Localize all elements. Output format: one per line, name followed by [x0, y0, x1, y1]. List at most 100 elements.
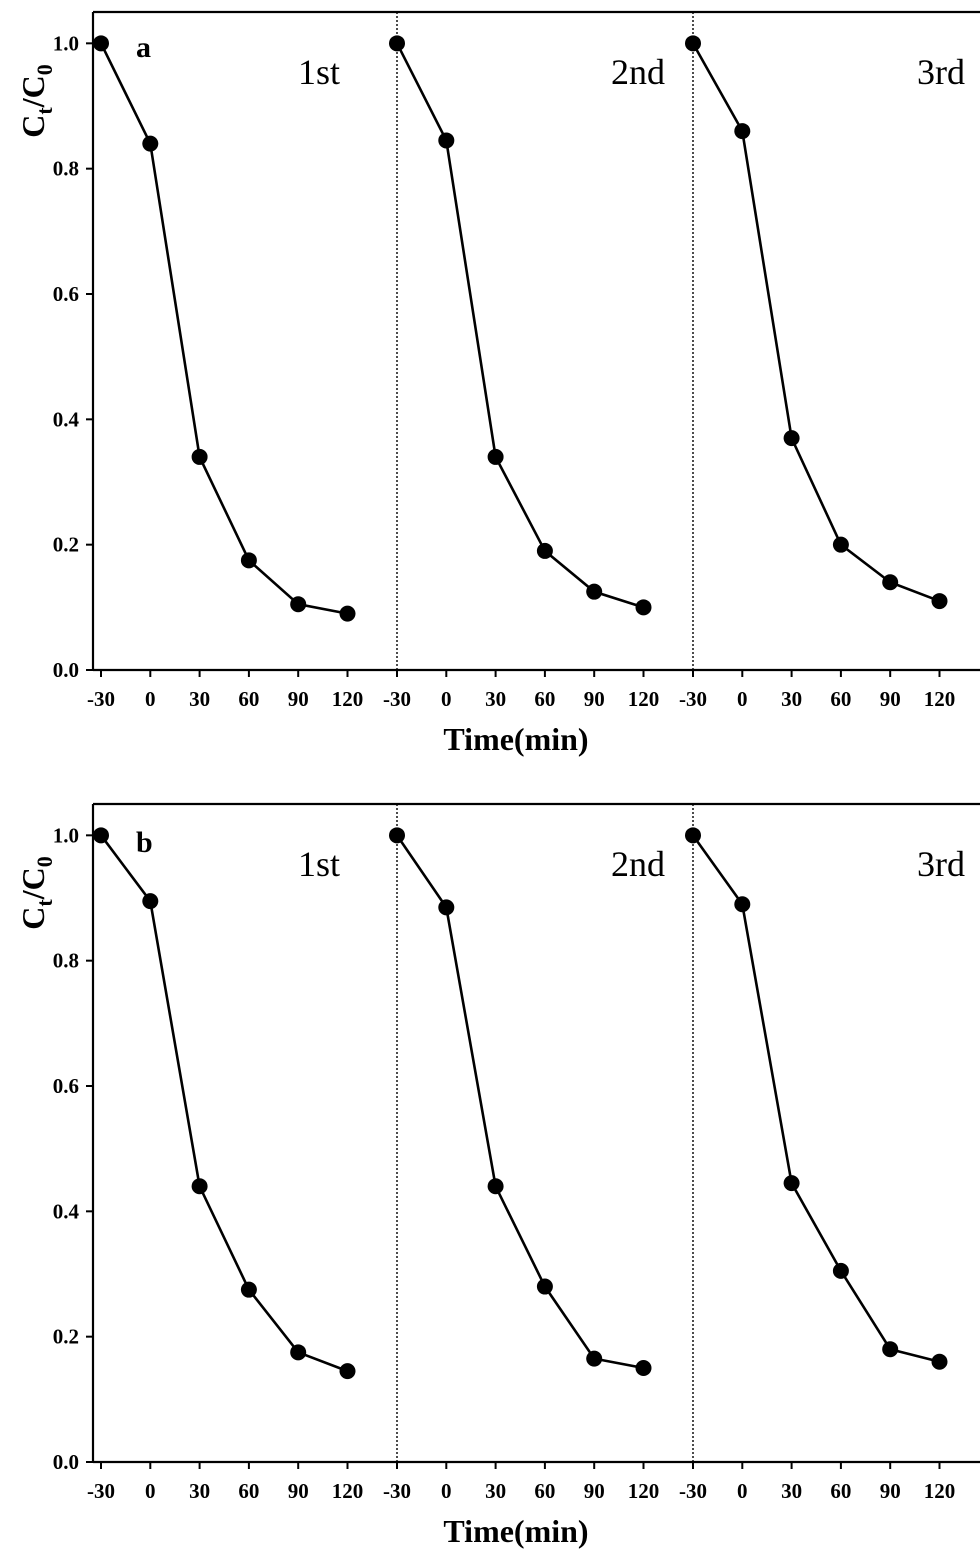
x-tick-label: 30	[189, 1479, 210, 1503]
data-point	[290, 1344, 307, 1361]
x-axis-title: Time(min)	[443, 1513, 588, 1549]
data-point	[438, 899, 455, 916]
series-line-1st	[99, 42, 348, 615]
cycle-label-1st: 1st	[298, 52, 340, 92]
data-point	[586, 583, 603, 600]
data-point	[142, 135, 159, 152]
x-tick-label: 30	[485, 1479, 506, 1503]
data-point	[93, 35, 109, 52]
data-point	[783, 1175, 800, 1192]
x-tick-label: -30	[383, 1479, 411, 1503]
data-point	[635, 1360, 652, 1376]
x-tick-label: 90	[880, 687, 901, 711]
x-tick-label: 30	[485, 687, 506, 711]
data-point	[240, 552, 257, 569]
x-tick-label: 90	[880, 1479, 901, 1503]
y-tick-label: 0.4	[53, 407, 80, 431]
data-point	[734, 123, 751, 140]
x-tick-label: -30	[679, 687, 707, 711]
y-axis-title: Ct/C0	[15, 64, 57, 137]
x-tick-label: 90	[288, 687, 309, 711]
x-tick-label: 120	[628, 687, 660, 711]
y-tick-label: 0.4	[53, 1199, 80, 1223]
y-tick-label: 0.2	[53, 533, 79, 557]
x-tick-label: 120	[332, 687, 364, 711]
cycle-label-2nd: 2nd	[611, 844, 665, 884]
cycle-label-3rd: 3rd	[917, 52, 965, 92]
x-axis-title: Time(min)	[443, 721, 588, 757]
data-point	[536, 542, 553, 559]
y-tick-label: 0.0	[53, 1450, 79, 1474]
data-point	[586, 1350, 603, 1367]
data-point	[882, 574, 899, 591]
x-tick-label: 90	[584, 687, 605, 711]
y-tick-label: 0.8	[53, 949, 79, 973]
x-tick-label: 30	[189, 687, 210, 711]
x-tick-label: 0	[737, 1479, 748, 1503]
series-line-3rd	[691, 42, 940, 603]
x-tick-label: 30	[781, 1479, 802, 1503]
data-point	[931, 593, 948, 610]
x-tick-label: 90	[288, 1479, 309, 1503]
data-point	[93, 827, 109, 844]
data-point	[931, 1353, 948, 1370]
panel-letter: b	[136, 826, 153, 859]
x-tick-label: 60	[830, 1479, 851, 1503]
y-tick-label: 1.0	[53, 823, 79, 847]
series-line-1st	[99, 834, 348, 1373]
y-tick-label: 0.0	[53, 658, 79, 682]
data-point	[191, 1178, 208, 1195]
y-tick-label: 0.6	[53, 282, 79, 306]
cycle-label-3rd: 3rd	[917, 844, 965, 884]
data-point	[487, 448, 504, 465]
y-tick-label: 0.6	[53, 1074, 79, 1098]
x-tick-label: -30	[383, 687, 411, 711]
panel-letter: a	[136, 31, 151, 64]
data-point	[142, 893, 159, 910]
data-point	[339, 605, 356, 622]
series-line-2nd	[395, 42, 644, 609]
x-tick-label: 60	[238, 687, 259, 711]
x-tick-label: 60	[534, 1479, 555, 1503]
data-point	[685, 827, 701, 844]
x-tick-label: 0	[737, 687, 748, 711]
data-point	[339, 1363, 356, 1380]
x-tick-label: 120	[332, 1479, 364, 1503]
x-tick-label: -30	[679, 1479, 707, 1503]
x-tick-label: 120	[924, 1479, 956, 1503]
x-tick-label: -30	[87, 1479, 115, 1503]
x-tick-label: 0	[145, 1479, 156, 1503]
x-tick-label: -30	[87, 687, 115, 711]
series-line-2nd	[395, 834, 644, 1370]
data-point	[832, 1262, 849, 1279]
series-line-3rd	[691, 834, 940, 1363]
x-tick-label: 30	[781, 687, 802, 711]
cycle-label-1st: 1st	[298, 844, 340, 884]
y-axis-title: Ct/C0	[15, 856, 57, 929]
cycle-label-2nd: 2nd	[611, 52, 665, 92]
panel-a: 0.0 0.2 0.4 0.6 0.8 1.0 Ct/C0 -30 0 30 60 90 120 -30 0…	[15, 10, 980, 757]
data-point	[389, 827, 405, 844]
x-tick-label: 90	[584, 1479, 605, 1503]
data-point	[882, 1341, 899, 1358]
data-point	[438, 132, 455, 149]
x-tick-label: 120	[924, 687, 956, 711]
data-point	[240, 1281, 257, 1298]
data-point	[389, 35, 405, 52]
data-point	[685, 35, 701, 52]
data-point	[635, 599, 652, 616]
data-point	[734, 896, 751, 913]
data-point	[191, 448, 208, 465]
data-point	[487, 1178, 504, 1195]
y-tick-label: 0.2	[53, 1325, 79, 1349]
data-point	[832, 536, 849, 553]
x-tick-label: 0	[441, 1479, 452, 1503]
data-point	[290, 596, 307, 613]
x-tick-label: 120	[628, 1479, 660, 1503]
data-point	[536, 1278, 553, 1295]
x-tick-label: 60	[238, 1479, 259, 1503]
panel-b: 0.0 0.2 0.4 0.6 0.8 1.0 Ct/C0 -30 0 30 60 90 120 -30 0…	[15, 802, 980, 1549]
y-tick-label: 1.0	[53, 31, 79, 55]
x-tick-label: 0	[441, 687, 452, 711]
